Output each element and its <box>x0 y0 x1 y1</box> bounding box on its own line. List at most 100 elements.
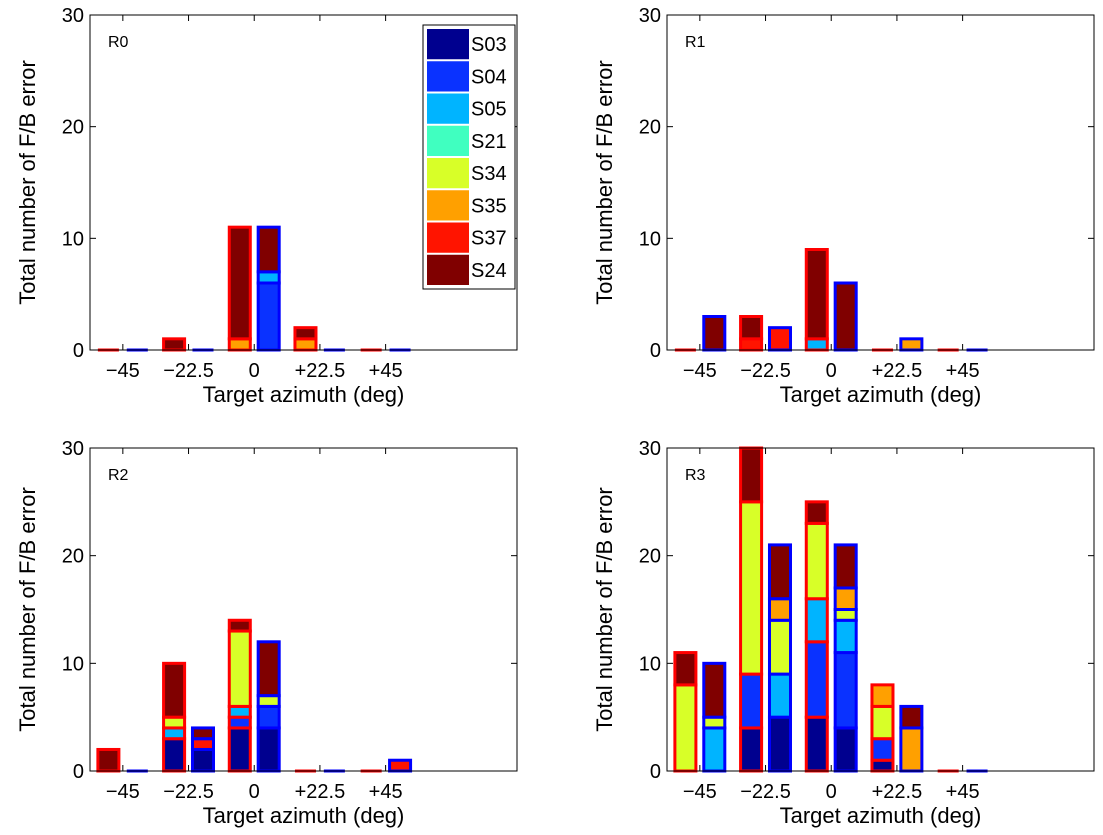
bar-segment-S04 <box>739 672 764 730</box>
legend-label-S04: S04 <box>471 66 507 88</box>
x-tick-label: −22.5 <box>740 360 791 382</box>
y-tick-label: 30 <box>639 438 661 460</box>
bar-segment-S24 <box>96 747 121 773</box>
x-tick-label: −22.5 <box>163 781 214 803</box>
bar-segment-S24 <box>804 500 829 525</box>
bar-segment-S24 <box>162 337 187 352</box>
legend-swatch-S04 <box>427 61 469 92</box>
y-tick-label: 10 <box>639 228 661 250</box>
bar-segment-S04 <box>256 281 281 352</box>
bar-segment-S24 <box>702 315 727 352</box>
bar-segment-S35 <box>899 726 924 773</box>
bar-segment-S05 <box>804 337 829 352</box>
bar-segment-S03 <box>767 715 793 773</box>
axes-frame <box>89 447 518 772</box>
y-axis-title: Total number of F/B error <box>592 487 617 732</box>
y-tick-label: 10 <box>62 653 84 675</box>
bar-segment-S05 <box>767 672 793 719</box>
bar-segment-S37 <box>767 326 793 352</box>
bar-segment-S24 <box>702 661 727 719</box>
legend: S03 S04 S05 S21 S34 S35 S37 S24 <box>422 24 516 290</box>
x-tick-label: +45 <box>369 360 403 382</box>
y-axis-title: Total number of F/B error <box>592 60 617 305</box>
legend-swatch-S35 <box>427 190 469 221</box>
bar-segment-S34 <box>870 704 895 741</box>
bar-segment-S24 <box>256 640 281 698</box>
x-tick-label: +45 <box>946 360 980 382</box>
x-tick-label: −45 <box>106 781 140 803</box>
bar-segment-S37 <box>739 337 764 352</box>
bar-segment-S03 <box>804 715 829 773</box>
axes-frame <box>666 14 1095 351</box>
y-tick-label: 0 <box>650 340 661 362</box>
x-tick-label: +22.5 <box>872 360 923 382</box>
x-tick-label: 0 <box>249 360 260 382</box>
y-tick-label: 30 <box>639 5 661 27</box>
y-tick-label: 20 <box>62 117 84 139</box>
x-tick-label: −45 <box>106 360 140 382</box>
bar-segment-S03 <box>227 726 252 773</box>
bar-segment-S24 <box>739 446 764 504</box>
legend-label-S34: S34 <box>471 163 507 185</box>
bar-segment-S24 <box>767 543 793 601</box>
x-tick-label: −22.5 <box>163 360 214 382</box>
axes-frame <box>666 447 1095 772</box>
bar-segment-S34 <box>833 608 858 622</box>
legend-label-S24: S24 <box>471 260 507 282</box>
bar-segment-S05 <box>256 270 281 285</box>
bar-segment-S24 <box>256 225 281 274</box>
bar-segment-S24 <box>804 248 829 341</box>
bar-segment-S03 <box>190 747 216 773</box>
y-tick-label: 10 <box>639 653 661 675</box>
bar-segment-S05 <box>833 618 858 655</box>
bar-segment-S24 <box>833 543 858 590</box>
x-tick-label: 0 <box>249 781 260 803</box>
bar-segment-S03 <box>256 726 281 773</box>
bar-segment-S34 <box>767 618 793 676</box>
y-tick-label: 30 <box>62 5 84 27</box>
bar-segment-S37 <box>388 758 413 773</box>
bar-segment-S04 <box>870 737 895 762</box>
bar-segment-S04 <box>833 651 858 730</box>
y-tick-label: 20 <box>62 546 84 568</box>
bar-segment-S24 <box>673 651 698 687</box>
bar-segment-S35 <box>293 337 318 352</box>
bar-segment-S34 <box>673 683 698 773</box>
x-tick-label: −22.5 <box>740 781 791 803</box>
panel-label: R3 <box>685 467 706 484</box>
bar-segment-S24 <box>293 326 318 341</box>
bar-segment-S24 <box>899 704 924 730</box>
plot-area <box>667 15 1094 350</box>
panel-label: R1 <box>685 34 706 51</box>
y-tick-label: 0 <box>73 761 84 783</box>
x-tick-label: 0 <box>826 781 837 803</box>
y-axis-title: Total number of F/B error <box>15 487 40 732</box>
bar-segment-S24 <box>227 225 252 341</box>
bar-segment-S34 <box>804 521 829 601</box>
y-tick-label: 0 <box>650 761 661 783</box>
bar-segment-S05 <box>702 726 727 773</box>
bar-segment-S34 <box>162 715 187 730</box>
bar-segment-S35 <box>899 337 924 352</box>
bar-segment-S03 <box>833 726 858 773</box>
legend-label-S35: S35 <box>471 195 507 217</box>
bar-segment-S24 <box>190 726 216 741</box>
bar-segment-S24 <box>739 315 764 341</box>
bar-segment-S05 <box>162 726 187 741</box>
bar-segment-S04 <box>804 640 829 719</box>
bar-segment-S05 <box>804 597 829 644</box>
legend-label-S03: S03 <box>471 34 507 56</box>
bar-segment-S35 <box>833 586 858 612</box>
legend-swatch-S21 <box>427 125 469 156</box>
x-axis-title: Target azimuth (deg) <box>203 382 405 407</box>
legend-swatch-S34 <box>427 158 469 189</box>
legend-label-S21: S21 <box>471 131 507 153</box>
y-tick-label: 10 <box>62 228 84 250</box>
legend-swatch-S03 <box>427 29 469 60</box>
y-tick-label: 20 <box>639 117 661 139</box>
legend-swatch-S24 <box>427 254 469 285</box>
x-tick-label: −45 <box>683 781 717 803</box>
